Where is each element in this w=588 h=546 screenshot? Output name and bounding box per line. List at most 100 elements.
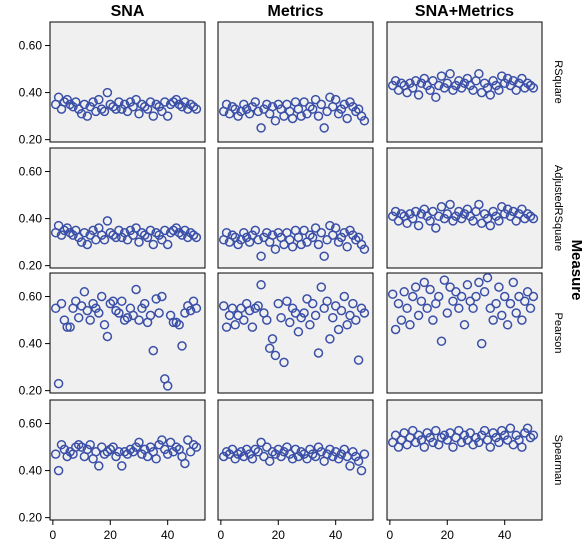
- data-point: [293, 451, 304, 462]
- data-point: [221, 447, 232, 457]
- data-point: [459, 209, 470, 219]
- data-point: [348, 101, 358, 112]
- data-point: [442, 308, 453, 318]
- data-point: [413, 90, 424, 100]
- data-point: [218, 301, 229, 311]
- data-point: [88, 298, 98, 309]
- data-point: [494, 216, 504, 226]
- data-point: [114, 308, 124, 318]
- data-point: [299, 308, 309, 318]
- data-point: [474, 277, 484, 288]
- data-point: [102, 447, 113, 457]
- data-point: [410, 206, 421, 217]
- data-point: [59, 97, 70, 107]
- data-point: [71, 296, 81, 306]
- data-point: [247, 101, 258, 112]
- data-point: [134, 109, 144, 119]
- data-point: [177, 101, 187, 112]
- data-point: [168, 97, 179, 107]
- data-point: [419, 442, 430, 452]
- data-point: [333, 324, 344, 335]
- data-point: [279, 357, 289, 368]
- data-point: [183, 301, 193, 311]
- panel-1-0: [217, 21, 374, 143]
- data-point: [270, 116, 281, 126]
- data-point: [313, 111, 324, 121]
- data-point: [125, 225, 136, 236]
- x-tick-label: 0: [50, 528, 57, 542]
- data-point: [356, 111, 367, 121]
- data-point: [247, 230, 258, 240]
- data-point: [227, 101, 238, 112]
- data-point: [50, 303, 61, 314]
- data-point: [287, 113, 298, 124]
- data-point: [359, 244, 370, 254]
- data-point: [117, 461, 127, 471]
- data-point: [270, 449, 281, 459]
- data-point: [191, 303, 202, 314]
- y-tick-label: 0.60: [19, 290, 43, 304]
- data-point: [522, 209, 533, 219]
- data-point: [485, 303, 496, 314]
- y-tick-label: 0.20: [19, 384, 43, 398]
- data-point: [474, 199, 484, 210]
- data-point: [85, 101, 95, 112]
- data-point: [431, 425, 441, 436]
- data-point: [517, 204, 527, 214]
- data-point: [413, 430, 424, 441]
- data-point: [56, 298, 67, 309]
- data-point: [488, 206, 498, 217]
- data-point: [162, 111, 173, 121]
- data-point: [88, 225, 98, 236]
- data-point: [322, 449, 332, 459]
- data-point: [451, 211, 461, 221]
- data-point: [276, 312, 286, 323]
- data-point: [353, 355, 364, 365]
- y-tick-label: 0.40: [19, 337, 43, 351]
- data-point: [502, 435, 513, 445]
- data-point: [456, 213, 467, 224]
- data-point: [262, 442, 272, 452]
- data-point: [336, 449, 347, 459]
- x-tick-label: 40: [329, 528, 343, 542]
- data-point: [422, 303, 432, 314]
- data-point: [59, 225, 70, 236]
- data-point: [439, 430, 450, 441]
- data-point: [520, 296, 530, 306]
- data-point: [425, 284, 435, 295]
- data-point: [497, 425, 507, 436]
- data-point: [342, 113, 352, 124]
- data-point: [445, 199, 455, 210]
- data-point: [302, 294, 312, 304]
- data-point: [339, 291, 350, 302]
- data-point: [328, 451, 338, 462]
- data-point: [499, 430, 510, 441]
- data-point: [62, 322, 72, 332]
- data-point: [428, 315, 438, 325]
- data-point: [436, 336, 447, 346]
- data-point: [479, 425, 490, 436]
- data-point: [188, 101, 199, 112]
- data-point: [154, 230, 164, 240]
- data-point: [528, 213, 539, 224]
- data-point: [514, 291, 524, 302]
- data-point: [436, 71, 447, 81]
- data-point: [465, 211, 475, 221]
- data-point: [528, 83, 539, 93]
- data-point: [162, 381, 173, 391]
- panel-0-1: [49, 147, 206, 269]
- data-point: [525, 303, 536, 314]
- data-point: [218, 451, 229, 462]
- data-point: [82, 239, 93, 250]
- data-point: [422, 428, 432, 438]
- data-point: [433, 80, 444, 91]
- data-point: [53, 220, 64, 231]
- data-point: [342, 242, 352, 252]
- data-point: [448, 296, 458, 306]
- data-point: [139, 298, 150, 309]
- data-point: [348, 230, 358, 240]
- data-point: [479, 78, 490, 88]
- data-point: [62, 94, 72, 105]
- data-point: [522, 287, 533, 297]
- data-point: [508, 277, 519, 288]
